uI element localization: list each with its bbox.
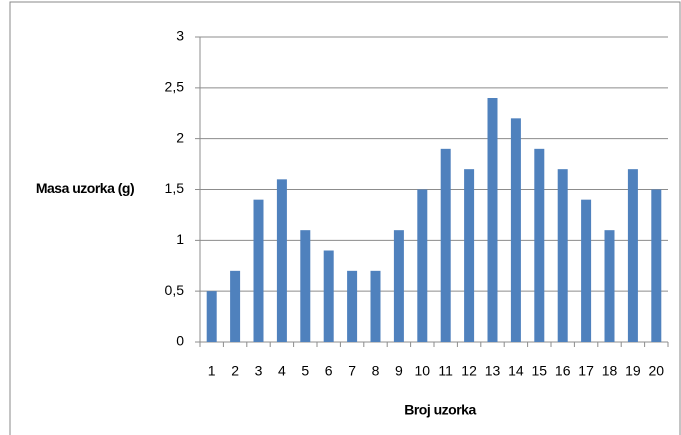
y-tick-label: 3	[176, 28, 184, 44]
bar	[276, 179, 287, 342]
bar	[534, 148, 545, 342]
y-axis-title: Masa uzorka (g)	[35, 180, 135, 196]
y-tick-label: 0,5	[165, 282, 185, 298]
bar	[627, 169, 638, 342]
x-tick-label: 4	[278, 363, 286, 379]
x-tick-label: 12	[461, 363, 477, 379]
bar	[230, 270, 241, 342]
bar	[206, 291, 217, 342]
bar	[300, 230, 311, 342]
x-tick-label: 14	[508, 363, 524, 379]
bar	[253, 199, 264, 342]
bar	[651, 189, 662, 342]
x-tick-label: 17	[578, 363, 594, 379]
x-tick-label: 15	[532, 363, 548, 379]
x-tick-label: 13	[485, 363, 501, 379]
x-tick-label: 8	[372, 363, 380, 379]
x-tick-label: 6	[325, 363, 333, 379]
bar	[581, 199, 592, 342]
y-tick-label: 2	[176, 129, 184, 145]
bar	[323, 250, 334, 342]
bar	[393, 230, 404, 342]
x-tick-label: 18	[602, 363, 618, 379]
x-tick-label: 5	[301, 363, 309, 379]
bar	[464, 169, 475, 342]
x-tick-label: 10	[415, 363, 431, 379]
bar	[510, 118, 521, 342]
x-tick-label: 7	[348, 363, 356, 379]
y-tick-label: 0	[176, 333, 184, 349]
bar	[440, 148, 451, 342]
x-tick-label: 3	[255, 363, 263, 379]
x-tick-label: 16	[555, 363, 571, 379]
y-tick-label: 1,5	[165, 180, 185, 196]
bar	[417, 189, 428, 342]
x-tick-label: 11	[438, 363, 453, 379]
bar	[557, 169, 568, 342]
bar	[487, 98, 498, 342]
x-tick-label: 2	[231, 363, 239, 379]
x-tick-label: 1	[208, 363, 216, 379]
x-axis-title: Broj uzorka	[404, 402, 476, 418]
bar	[347, 270, 358, 342]
y-tick-label: 1	[176, 231, 184, 247]
bar	[604, 230, 615, 342]
x-tick-label: 19	[625, 363, 641, 379]
y-tick-label: 2,5	[165, 79, 185, 95]
bar	[370, 270, 381, 342]
x-tick-label: 20	[649, 363, 665, 379]
x-tick-label: 9	[395, 363, 403, 379]
chart-border	[9, 1, 681, 435]
